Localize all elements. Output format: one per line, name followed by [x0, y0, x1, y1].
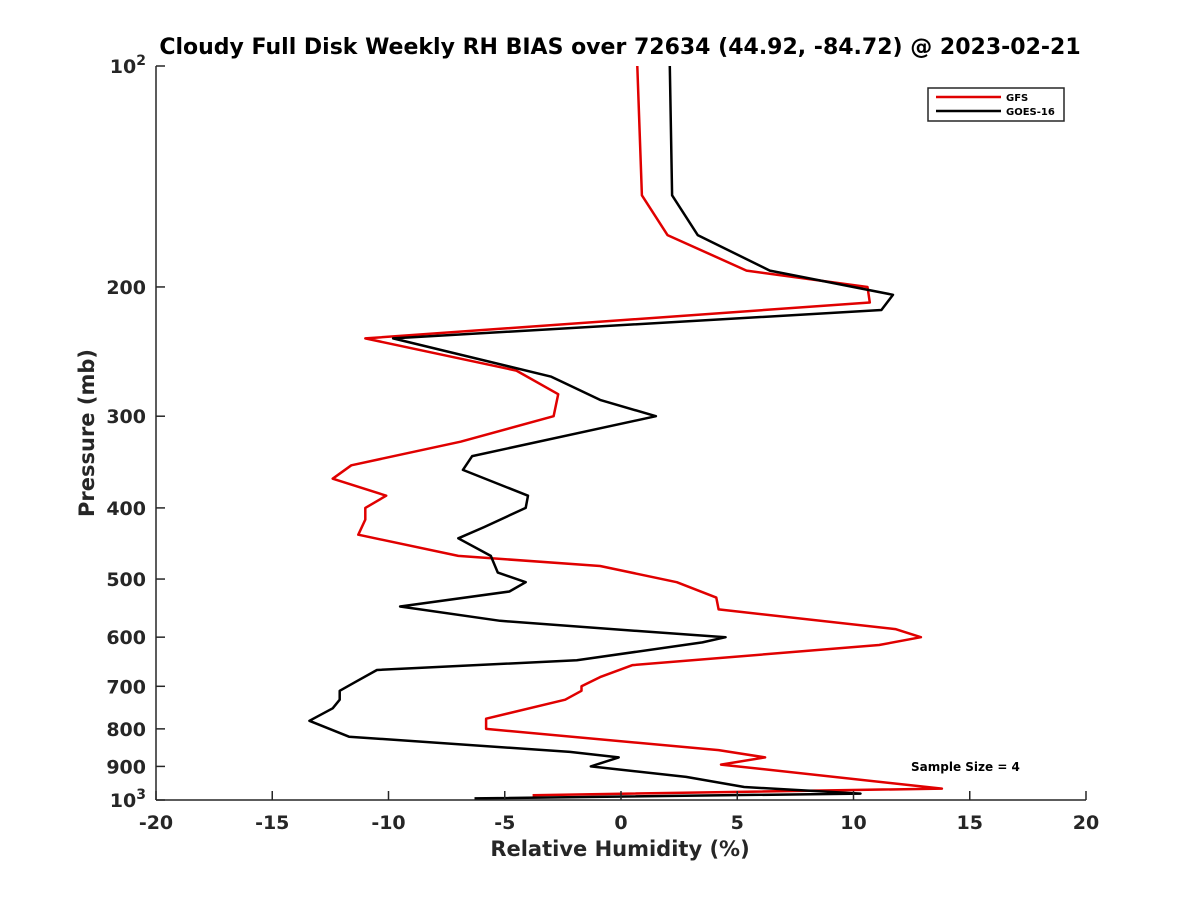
y-tick-label: 400 [106, 498, 146, 520]
y-tick-label: 900 [106, 756, 146, 778]
y-tick-label: 500 [106, 569, 146, 591]
x-ticks: -20 -15 -10 -5 0 5 10 15 20 [139, 791, 1099, 834]
x-tick-label: 0 [614, 812, 627, 834]
x-tick-label: 15 [957, 812, 983, 834]
x-tick-label: 10 [840, 812, 866, 834]
y-tick-label: 102 [110, 53, 146, 78]
y-tick-label: 700 [106, 676, 146, 698]
series-line-goes-16 [308, 65, 895, 800]
x-tick-label: -20 [139, 812, 173, 834]
series-line-gfs [331, 65, 944, 797]
chart-title: Cloudy Full Disk Weekly RH BIAS over 726… [159, 35, 1080, 60]
x-tick-label: -5 [494, 812, 515, 834]
x-tick-label: -15 [255, 812, 289, 834]
series-layer [308, 65, 944, 800]
y-tick-label: 600 [106, 627, 146, 649]
x-axis-title: Relative Humidity (%) [490, 837, 749, 861]
x-tick-label: 5 [731, 812, 744, 834]
legend-box [927, 87, 1065, 122]
legend-label-goes-16: GOES-16 [1006, 107, 1055, 118]
plot-area [156, 66, 1086, 800]
y-tick-label: 300 [106, 406, 146, 428]
legend: GFS GOES-16 [927, 87, 1065, 122]
y-tick-label: 800 [106, 719, 146, 741]
sample-size-annotation: Sample Size = 4 [911, 760, 1020, 774]
y-tick-label: 103 [110, 787, 146, 812]
y-ticks: 102 200 300 400 500 600 700 800 900 103 [106, 53, 165, 812]
legend-label-gfs: GFS [1006, 93, 1028, 104]
x-tick-label: 20 [1073, 812, 1099, 834]
y-tick-label: 200 [106, 277, 146, 299]
x-tick-label: -10 [371, 812, 405, 834]
y-axis-title: Pressure (mb) [75, 349, 99, 517]
